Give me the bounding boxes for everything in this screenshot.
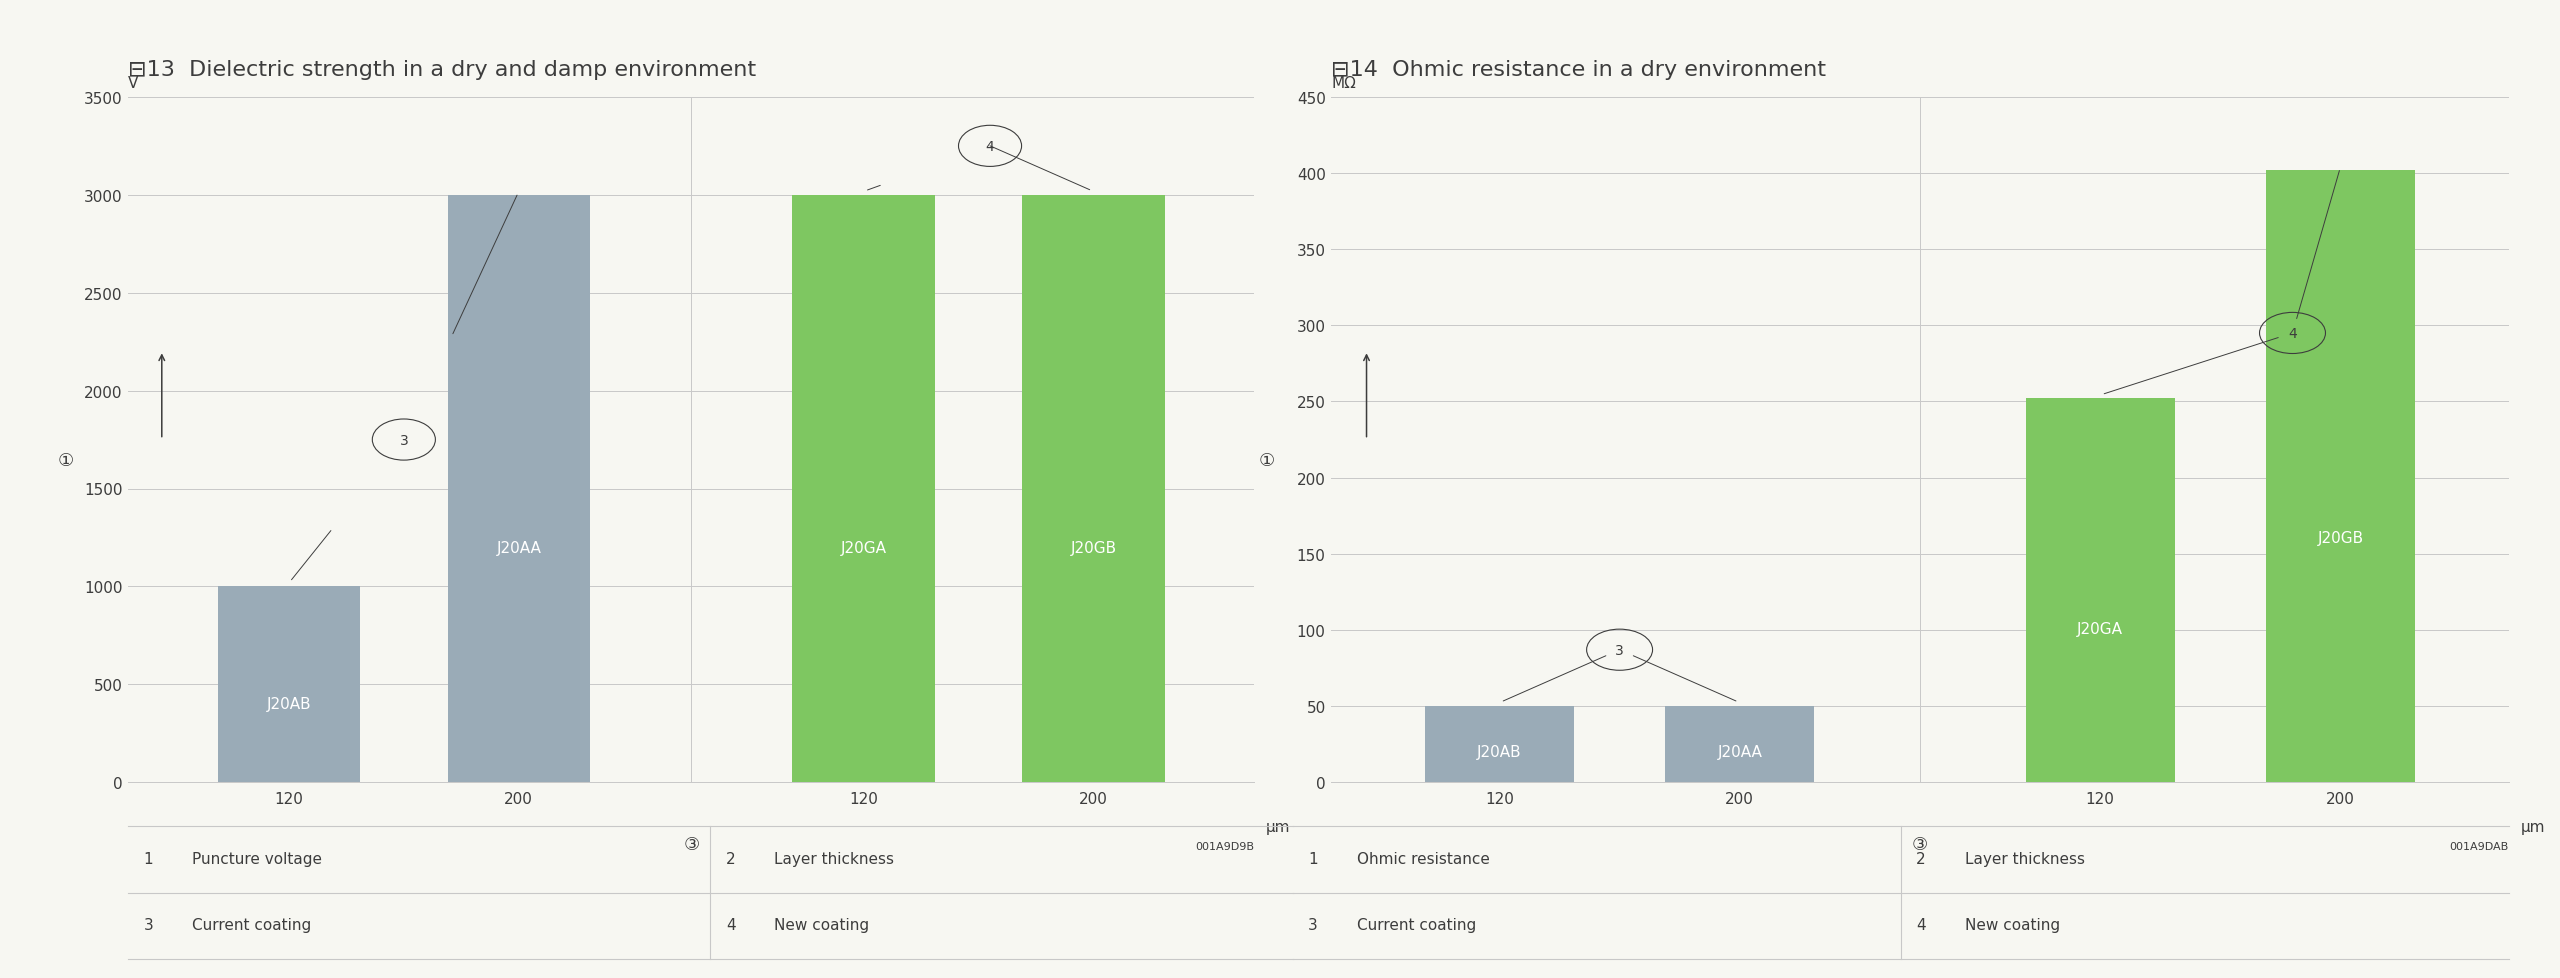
Text: Current coating: Current coating [192, 917, 312, 932]
Text: J20AA: J20AA [1718, 744, 1761, 760]
Text: J20GB: J20GB [1070, 540, 1116, 556]
Text: J20AB: J20AB [266, 696, 312, 712]
Text: New coating: New coating [776, 917, 870, 932]
Bar [1426, 706, 1574, 782]
Text: ③: ③ [1912, 835, 1928, 853]
Text: J20GA: J20GA [840, 540, 886, 556]
Text: ⊟14  Ohmic resistance in a dry environment: ⊟14 Ohmic resistance in a dry environmen… [1331, 61, 1825, 80]
Text: Layer thickness: Layer thickness [1966, 851, 2084, 866]
Text: 001A9D9B: 001A9D9B [1196, 841, 1254, 851]
Text: 2: 2 [1915, 851, 1925, 866]
Text: 2: 2 [727, 851, 735, 866]
Text: MΩ: MΩ [1331, 76, 1357, 91]
Bar [218, 587, 361, 782]
Bar [2025, 399, 2176, 782]
Text: 001A9DAB: 001A9DAB [2450, 841, 2509, 851]
Text: J20GA: J20GA [2076, 622, 2122, 637]
Text: Layer thickness: Layer thickness [776, 851, 893, 866]
Text: J20AB: J20AB [1477, 744, 1521, 760]
Text: J20AA: J20AA [497, 540, 540, 556]
Text: V: V [128, 76, 138, 91]
Bar [1021, 196, 1165, 782]
Text: New coating: New coating [1966, 917, 2061, 932]
Text: ⊟13  Dielectric strength in a dry and damp environment: ⊟13 Dielectric strength in a dry and dam… [128, 61, 755, 80]
Text: 1: 1 [143, 851, 154, 866]
Bar [2266, 171, 2414, 782]
Text: 3: 3 [399, 433, 407, 447]
Text: ①: ① [1260, 452, 1275, 469]
Text: 3: 3 [143, 917, 154, 932]
Text: 4: 4 [2289, 327, 2296, 340]
Text: 3: 3 [1615, 644, 1623, 657]
Text: ③: ③ [684, 835, 699, 853]
Text: Puncture voltage: Puncture voltage [192, 851, 323, 866]
Text: 4: 4 [986, 140, 993, 154]
Text: J20GB: J20GB [2317, 530, 2363, 546]
Text: 4: 4 [727, 917, 735, 932]
Bar [448, 196, 589, 782]
Text: 3: 3 [1308, 917, 1318, 932]
Text: µm: µm [1265, 820, 1290, 834]
Text: 1: 1 [1308, 851, 1318, 866]
Text: Current coating: Current coating [1357, 917, 1477, 932]
Bar [1664, 706, 1815, 782]
Bar [794, 196, 934, 782]
Text: ①: ① [59, 452, 74, 469]
Text: 4: 4 [1915, 917, 1925, 932]
Text: µm: µm [2522, 820, 2545, 834]
Text: Ohmic resistance: Ohmic resistance [1357, 851, 1490, 866]
